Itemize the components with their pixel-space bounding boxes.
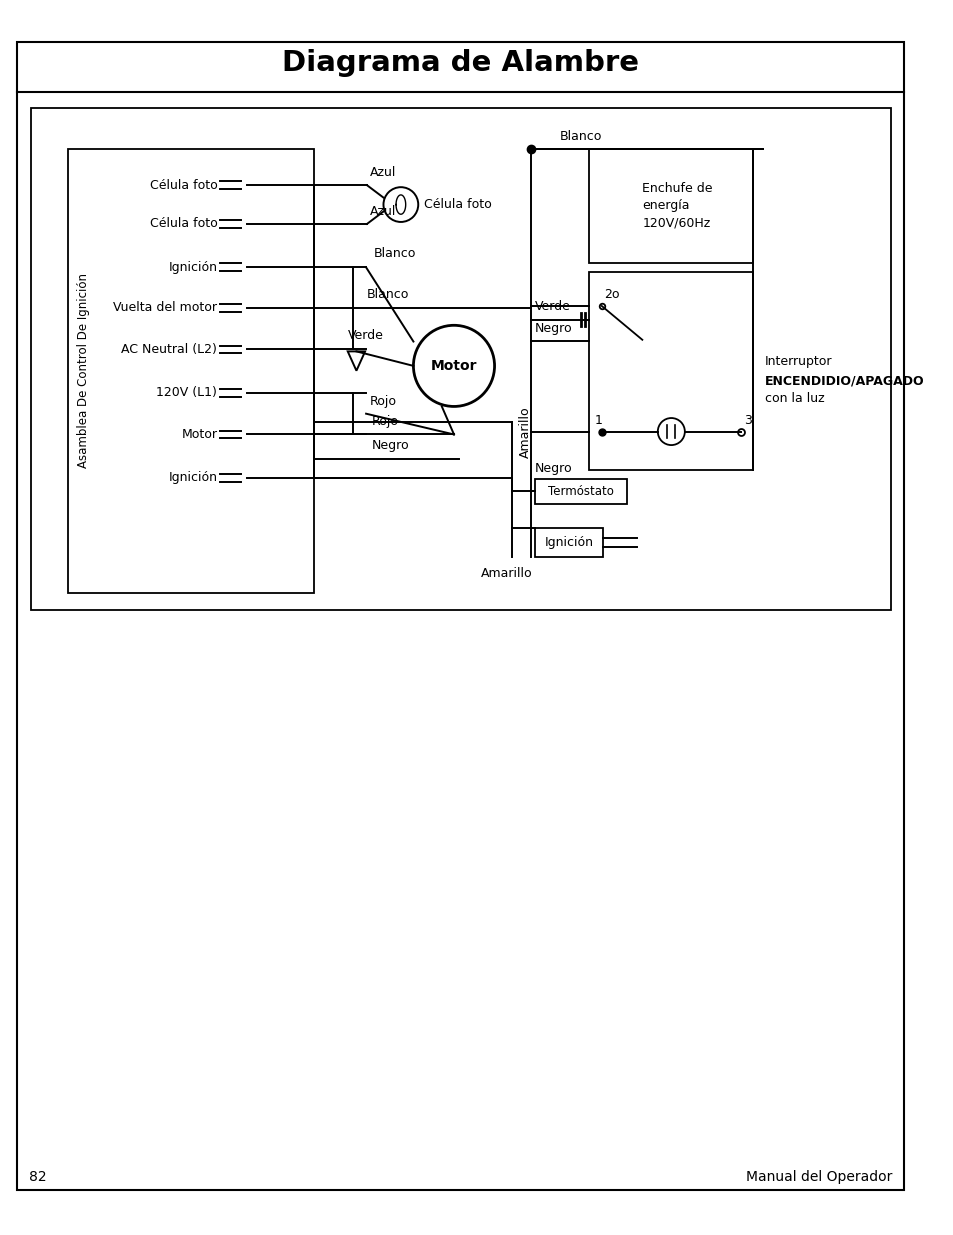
Text: Enchufe de
energía
120V/60Hz: Enchufe de energía 120V/60Hz — [641, 182, 712, 228]
Text: 2o: 2o — [603, 288, 618, 301]
Text: Motor: Motor — [431, 359, 476, 373]
Text: Asamblea De Control De Ignición: Asamblea De Control De Ignición — [76, 273, 90, 468]
Text: Azul: Azul — [370, 167, 395, 179]
Bar — [589, 272, 753, 471]
Text: Verde: Verde — [348, 329, 383, 342]
Text: Blanco: Blanco — [559, 130, 602, 143]
Text: Célula foto: Célula foto — [150, 179, 217, 191]
Text: Diagrama de Alambre: Diagrama de Alambre — [282, 48, 639, 77]
Text: Vuelta del motor: Vuelta del motor — [113, 301, 217, 315]
Text: 120V (L1): 120V (L1) — [156, 387, 217, 399]
Text: Negro: Negro — [535, 322, 572, 335]
Text: Interruptor: Interruptor — [764, 354, 832, 368]
Text: Termóstato: Termóstato — [547, 485, 614, 498]
Text: 82: 82 — [29, 1171, 47, 1184]
Text: Motor: Motor — [181, 429, 217, 441]
Text: con la luz: con la luz — [764, 391, 823, 405]
Text: ENCENDIDIO/APAGADO: ENCENDIDIO/APAGADO — [764, 374, 923, 388]
Bar — [30, 107, 890, 610]
Bar — [535, 479, 626, 504]
Text: Blanco: Blanco — [367, 288, 409, 301]
Text: Negro: Negro — [535, 462, 572, 475]
Text: Ignición: Ignición — [544, 536, 593, 550]
Text: Ignición: Ignición — [168, 472, 217, 484]
Bar — [68, 148, 314, 593]
Text: 3: 3 — [743, 414, 751, 427]
Text: Blanco: Blanco — [374, 247, 416, 259]
Text: Amarillo: Amarillo — [518, 406, 532, 458]
Text: Rojo: Rojo — [370, 395, 396, 408]
Text: Célula foto: Célula foto — [423, 198, 492, 211]
Text: Rojo: Rojo — [372, 415, 398, 427]
Text: Ignición: Ignición — [168, 261, 217, 274]
Text: 1: 1 — [595, 414, 602, 427]
Bar — [589, 148, 753, 263]
Text: Manual del Operador: Manual del Operador — [745, 1171, 892, 1184]
Text: Amarillo: Amarillo — [481, 567, 533, 579]
Text: Azul: Azul — [370, 205, 395, 219]
Text: Célula foto: Célula foto — [150, 217, 217, 231]
Text: Verde: Verde — [535, 300, 571, 312]
Text: Negro: Negro — [372, 438, 409, 452]
Text: AC Neutral (L2): AC Neutral (L2) — [121, 343, 217, 356]
Bar — [535, 529, 602, 557]
